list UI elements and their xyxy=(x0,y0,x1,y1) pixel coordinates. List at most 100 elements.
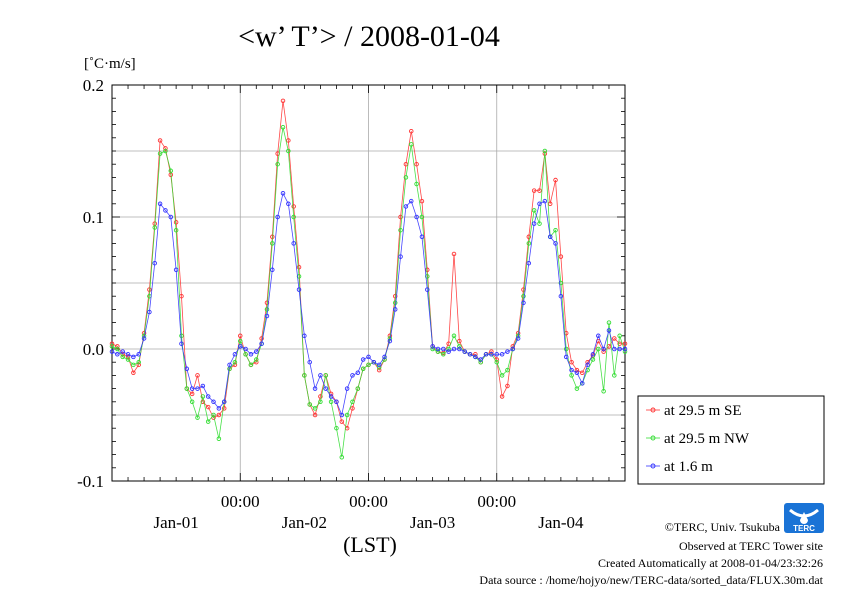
data-point xyxy=(157,201,163,207)
data-point xyxy=(125,352,131,357)
data-point xyxy=(430,346,435,352)
data-point xyxy=(569,359,574,365)
data-point xyxy=(216,436,222,442)
data-point xyxy=(216,406,222,411)
data-point xyxy=(254,359,259,365)
legend: at 29.5 m SE at 29.5 m NW at 1.6 m xyxy=(637,395,825,485)
logo-text: TERC xyxy=(793,524,815,533)
data-point xyxy=(531,208,537,213)
data-point xyxy=(441,352,446,357)
data-point xyxy=(457,344,462,349)
data-point xyxy=(189,391,195,397)
data-point xyxy=(109,344,115,349)
data-point xyxy=(526,241,532,246)
data-point xyxy=(205,419,211,424)
data-point xyxy=(590,352,596,357)
data-point xyxy=(360,357,366,362)
data-point xyxy=(521,293,526,299)
data-point xyxy=(414,214,419,220)
data-point xyxy=(109,341,115,346)
data-point xyxy=(243,352,248,357)
data-point xyxy=(173,267,179,273)
legend-label: at 1.6 m xyxy=(664,459,713,475)
data-point xyxy=(392,307,398,312)
series-line xyxy=(111,127,626,458)
terc-logo: TERC xyxy=(784,503,824,533)
data-point xyxy=(478,359,483,365)
data-point xyxy=(173,227,179,233)
data-point xyxy=(318,399,323,405)
data-point xyxy=(141,336,147,341)
data-point xyxy=(403,204,409,209)
x-day-label: Jan-03 xyxy=(410,513,455,532)
data-point xyxy=(227,362,232,368)
data-point xyxy=(612,346,617,352)
data-point xyxy=(457,338,462,344)
data-point xyxy=(237,338,243,344)
data-point xyxy=(286,201,291,207)
data-point xyxy=(574,386,580,391)
footer-created: Created Automatically at 2008-01-04/23:3… xyxy=(598,556,823,570)
data-point xyxy=(451,251,457,257)
data-point xyxy=(200,399,206,405)
data-point xyxy=(323,386,329,391)
data-point xyxy=(553,177,558,183)
data-point xyxy=(596,346,601,352)
data-point xyxy=(526,234,532,240)
data-point xyxy=(510,346,516,352)
data-point xyxy=(537,221,542,226)
data-point xyxy=(291,204,296,209)
x-tick-label: 00:00 xyxy=(349,492,388,511)
data-point xyxy=(339,419,345,424)
data-point xyxy=(344,412,350,418)
data-point xyxy=(366,354,371,360)
data-point xyxy=(467,352,473,357)
data-point xyxy=(531,221,537,226)
data-point xyxy=(355,370,361,376)
data-point xyxy=(398,227,403,233)
data-point xyxy=(473,352,478,357)
data-point xyxy=(451,346,457,352)
data-point xyxy=(547,234,553,240)
data-point xyxy=(376,365,382,370)
data-point xyxy=(136,359,141,365)
data-point xyxy=(296,264,302,270)
series-group xyxy=(109,190,628,418)
data-point xyxy=(558,280,564,286)
data-point xyxy=(563,354,569,360)
data-point xyxy=(334,425,339,431)
x-tick-label: 00:00 xyxy=(477,492,516,511)
data-point xyxy=(254,357,259,362)
legend-box xyxy=(637,395,825,485)
data-point xyxy=(264,313,270,319)
data-point xyxy=(419,214,425,220)
data-point xyxy=(355,386,361,391)
data-point xyxy=(275,161,280,167)
footer-source: Data source : /home/hojyo/new/TERC-data/… xyxy=(479,573,823,587)
data-point xyxy=(563,346,569,352)
data-point xyxy=(259,341,264,346)
data-point xyxy=(409,128,414,134)
data-point xyxy=(553,241,558,246)
data-point xyxy=(350,399,355,405)
data-point xyxy=(398,214,403,220)
data-point xyxy=(505,349,510,354)
data-point xyxy=(179,333,184,339)
data-point xyxy=(350,373,355,378)
data-point xyxy=(360,366,366,372)
data-point xyxy=(205,394,211,399)
footer-copyright: ©TERC, Univ. Tsukuba xyxy=(665,520,781,534)
data-point xyxy=(435,346,441,352)
data-point xyxy=(542,198,548,204)
series-line xyxy=(111,192,625,417)
data-point xyxy=(483,352,489,357)
x-tick-label: 00:00 xyxy=(221,492,260,511)
data-point xyxy=(328,394,334,399)
data-point xyxy=(307,359,312,365)
data-point xyxy=(622,349,628,354)
data-point xyxy=(189,399,195,405)
data-point xyxy=(612,373,617,378)
data-point xyxy=(157,151,163,156)
data-point xyxy=(350,406,355,411)
data-point xyxy=(179,341,184,346)
